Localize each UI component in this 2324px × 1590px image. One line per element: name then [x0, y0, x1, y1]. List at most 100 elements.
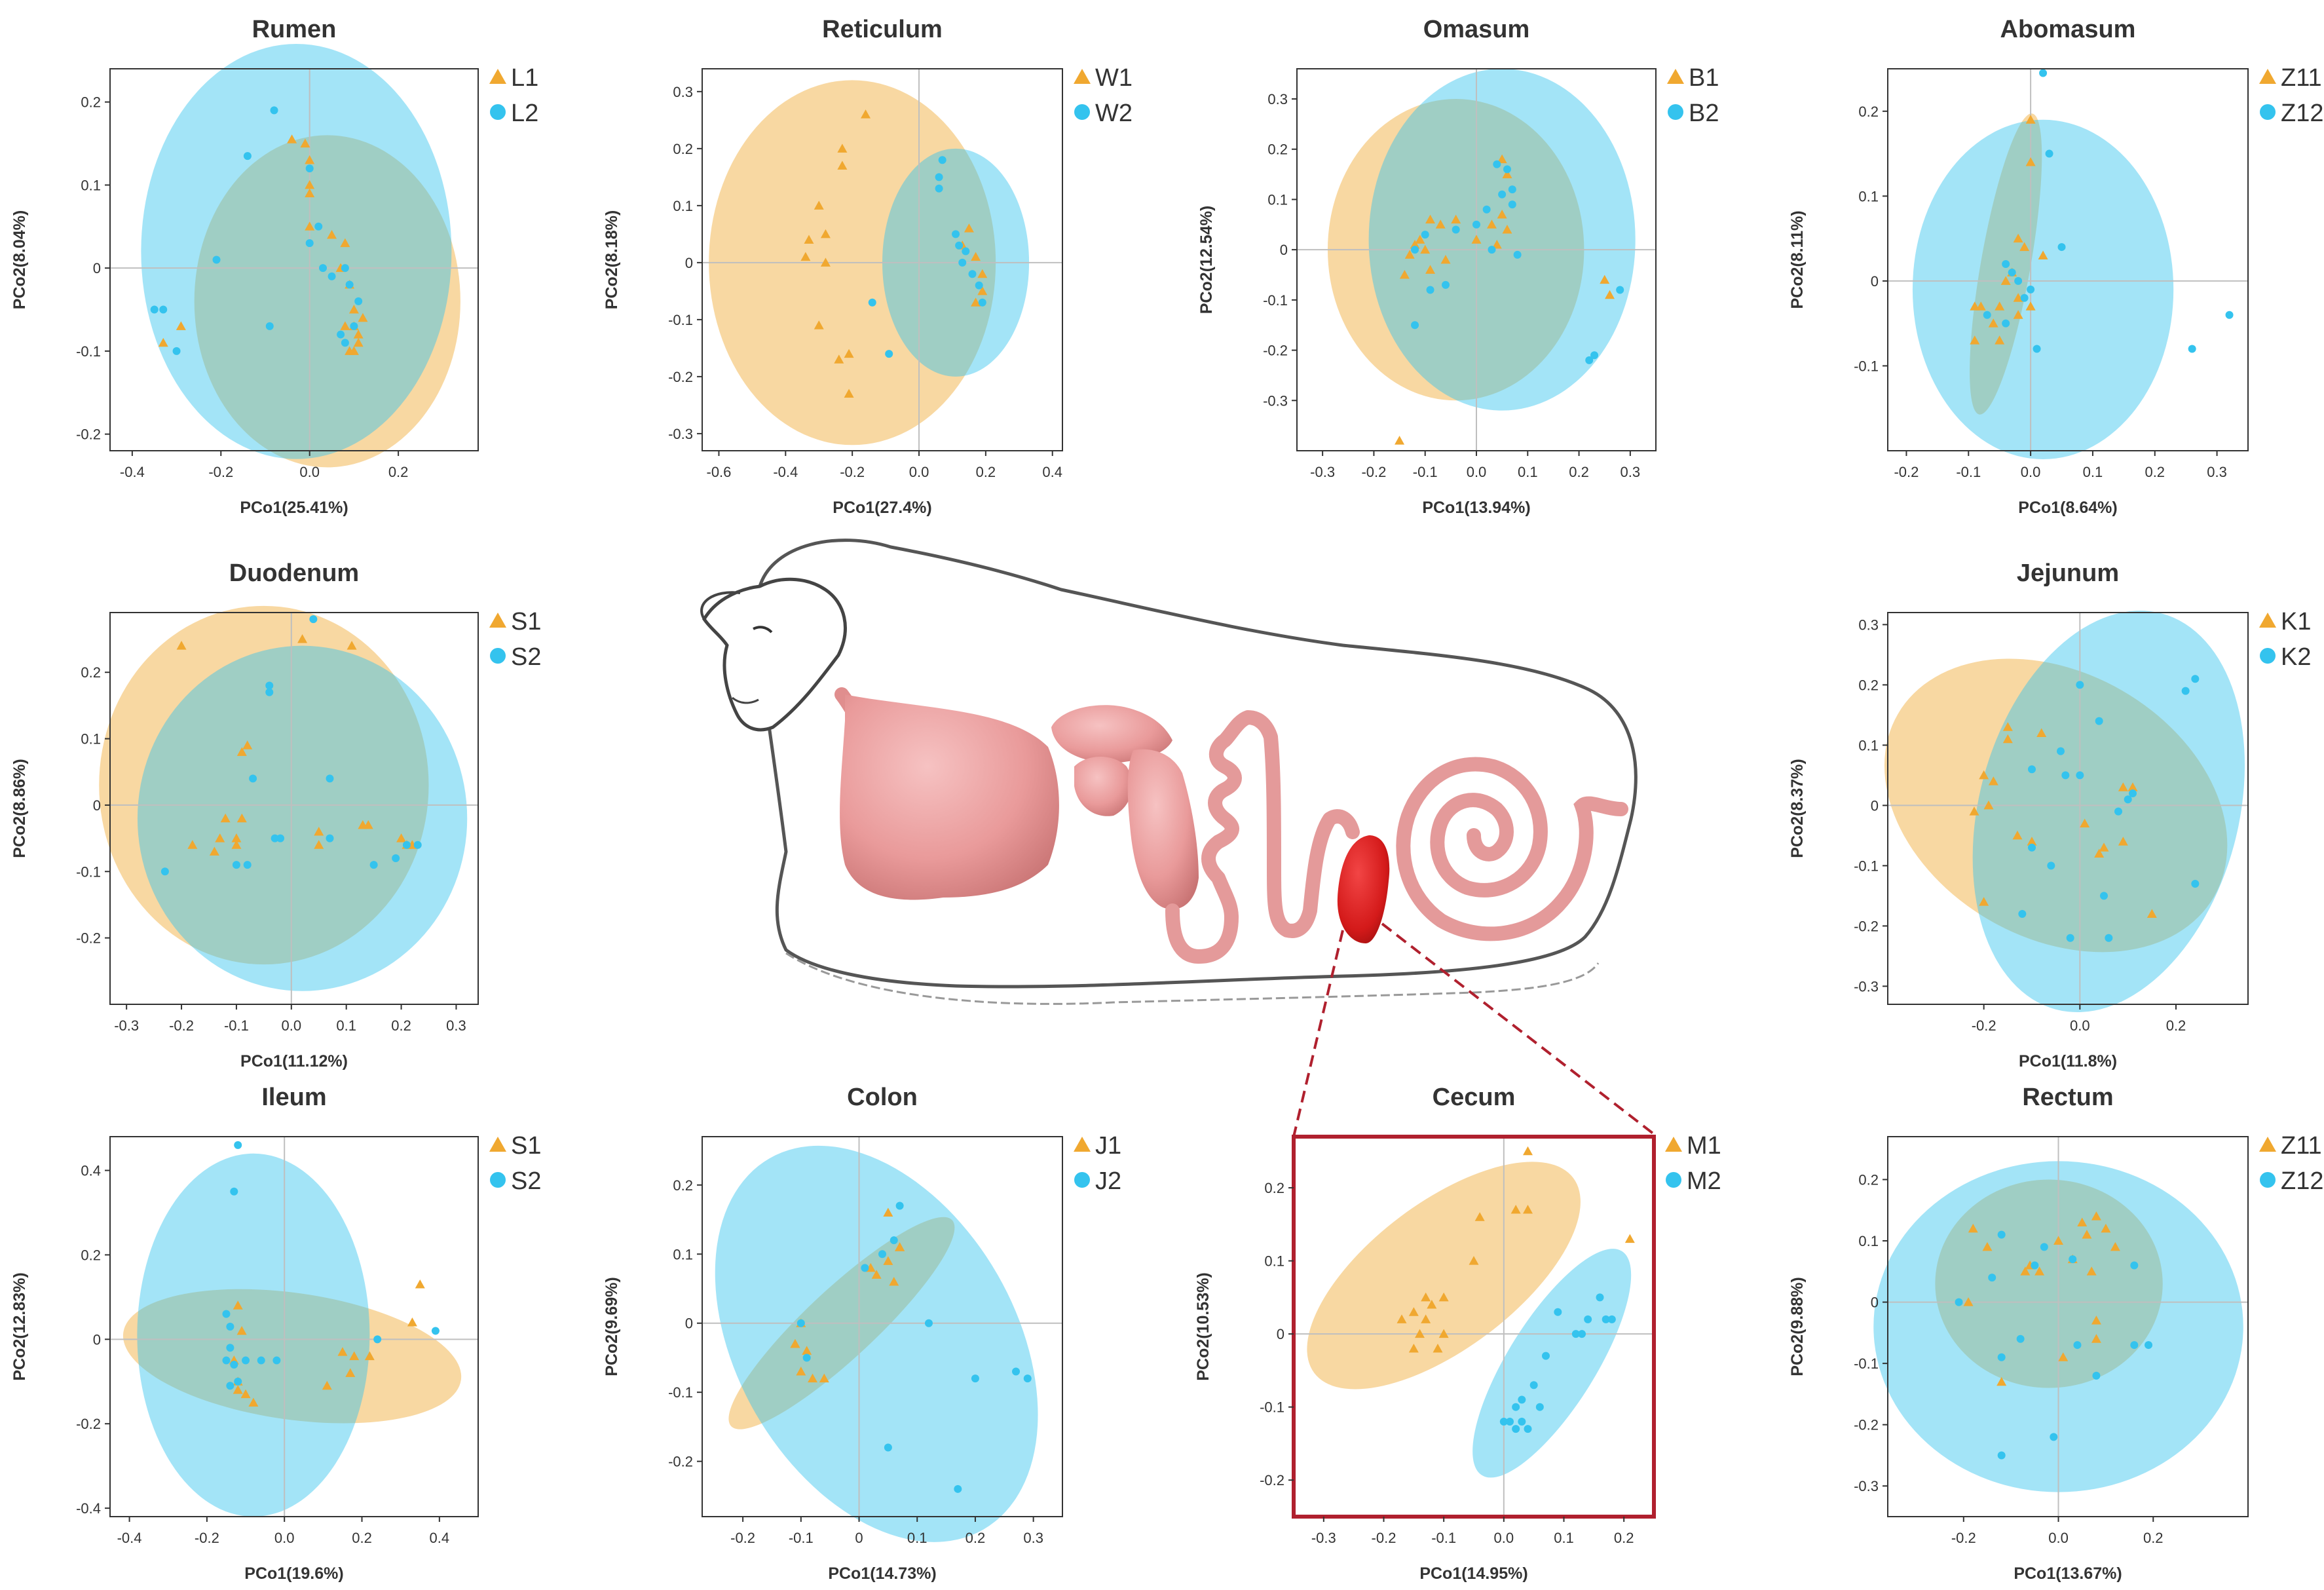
point-z11	[2086, 1266, 2097, 1276]
x-tick-label: 0.2	[2166, 1017, 2186, 1034]
point-z11	[2091, 1334, 2101, 1343]
point-z11	[2082, 1230, 2092, 1239]
legend-marker-k1	[2259, 613, 2276, 628]
point-b2	[1503, 165, 1511, 174]
point-l1	[305, 155, 315, 164]
point-s1	[349, 1351, 360, 1361]
pcoa-panels: Rumen -0.4 -0.2 0.0 0.2 -0.2 -0.1 0 0.1 0.2 PCo1(2…	[10, 16, 2323, 1583]
point-k2	[2181, 687, 2190, 695]
point-k2	[2066, 934, 2074, 942]
sheep-ear	[700, 591, 741, 620]
x-tick-label: -0.2	[1361, 464, 1386, 480]
point-z12	[2014, 276, 2023, 285]
x-tick-label: 0.2	[2145, 464, 2165, 480]
point-l1	[305, 221, 315, 231]
point-b1	[1425, 265, 1436, 274]
x-axis-label: PCo1(13.67%)	[2014, 1564, 2122, 1583]
legend-marker-w2	[1074, 104, 1090, 120]
point-b1	[1600, 274, 1610, 284]
point-k1	[1969, 806, 1979, 816]
point-z12	[2050, 1433, 2058, 1441]
y-tick-label: 0.4	[81, 1163, 101, 1179]
point-m2	[1518, 1418, 1526, 1426]
y-tick-label: 0.2	[81, 1247, 101, 1263]
point-l2	[345, 280, 354, 289]
point-w1	[837, 143, 848, 153]
point-s1	[248, 1397, 259, 1407]
x-tick-label: 0.1	[907, 1530, 928, 1546]
point-s2	[265, 688, 274, 696]
y-tick-label: 0.3	[1858, 616, 1879, 633]
point-k1	[1979, 770, 1989, 780]
x-tick-label: 0.2	[2143, 1530, 2164, 1546]
legend-label-l2: L2	[511, 100, 538, 127]
point-m2	[1596, 1293, 1604, 1302]
y-axis-label: PCo2(8.18%)	[603, 210, 621, 309]
legend-marker-z11	[2259, 1137, 2276, 1152]
point-w1	[861, 109, 871, 119]
x-tick-label: 0.2	[388, 464, 409, 480]
point-z12	[2145, 1341, 2153, 1350]
y-tick-label: -0.1	[1263, 292, 1288, 309]
panel-reticulum: Reticulum -0.6 -0.4 -0.2 0.0 0.2 0.4 -0.3 -0.2 -0…	[603, 16, 1133, 517]
confidence-ellipse-m1	[1307, 1162, 1581, 1390]
point-l1	[353, 337, 364, 347]
y-tick-label: 0	[1277, 1326, 1284, 1342]
x-tick-label: 0.3	[2207, 464, 2227, 480]
point-j2	[802, 1353, 811, 1362]
point-z11	[2091, 1316, 2101, 1325]
point-z12	[1983, 311, 1991, 319]
y-axis-label: PCo2(8.11%)	[1788, 210, 1807, 309]
y-tick-label: 0.1	[1267, 191, 1288, 208]
x-tick-label: 0.0	[282, 1017, 302, 1034]
point-k2	[2105, 934, 2113, 942]
y-tick-label: 0.1	[81, 731, 101, 748]
confidence-ellipse-z12	[1912, 119, 2174, 459]
point-s2	[392, 854, 400, 863]
organ-small-intestine	[1165, 710, 1360, 964]
point-z11	[1982, 1241, 1993, 1251]
point-z11	[2019, 242, 2030, 252]
confidence-ellipse-j2	[715, 1145, 1038, 1542]
legend-label-z11: Z11	[2281, 1132, 2322, 1160]
panel-ileum: Ileum -0.4 -0.2 0.0 0.2 0.4 -0.4 -0.2 0 0.2 0.4 PCo…	[10, 1084, 541, 1583]
plot-frame	[1887, 612, 2249, 1005]
point-w1	[804, 235, 814, 244]
point-k1	[1988, 776, 1998, 786]
point-w2	[975, 281, 983, 290]
point-m2	[1524, 1425, 1532, 1433]
point-m2	[1512, 1425, 1520, 1433]
point-z11	[1996, 1376, 2007, 1386]
point-w1	[834, 354, 844, 364]
point-k2	[2076, 681, 2084, 689]
y-axis-label: PCo2(8.04%)	[10, 210, 29, 309]
legend-marker-b2	[1668, 104, 1683, 120]
panel-omasum: Omasum -0.3 -0.2 -0.1 0.0 0.1 0.2 0.3 -0.3 -0.2 -0…	[1197, 16, 1719, 517]
point-b2	[1442, 280, 1450, 289]
x-tick-label: -0.4	[120, 464, 145, 480]
point-w2	[935, 173, 943, 181]
legend-marker-s2	[490, 1172, 506, 1188]
y-axis-label: PCo2(9.88%)	[1788, 1277, 1807, 1376]
point-z12	[2225, 311, 2234, 319]
panel-cecum: Cecum -0.3 -0.2 -0.1 0.0 0.1 0.2 -0.2 -0.1 0 0.1 0.…	[1194, 1084, 1721, 1583]
point-z12	[2020, 293, 2029, 302]
point-k1	[2027, 837, 2037, 846]
point-z11	[2038, 250, 2048, 260]
point-l2	[341, 339, 349, 347]
point-z11	[2034, 1266, 2045, 1276]
point-s1	[187, 840, 198, 849]
y-tick-label: 0.1	[673, 1246, 693, 1262]
point-z12	[2002, 319, 2010, 328]
legend-marker-w1	[1074, 69, 1091, 84]
point-k2	[2100, 892, 2108, 900]
point-w2	[938, 156, 946, 164]
point-z12	[2130, 1341, 2139, 1350]
point-m2	[1578, 1330, 1586, 1338]
point-b1	[1420, 244, 1431, 254]
y-tick-label: 0	[1871, 797, 1879, 814]
organ-abomasum	[1127, 749, 1199, 909]
point-z11	[2091, 1211, 2101, 1221]
legend-label-b2: B2	[1689, 100, 1719, 127]
confidence-ellipse-k2	[1972, 611, 2245, 1013]
